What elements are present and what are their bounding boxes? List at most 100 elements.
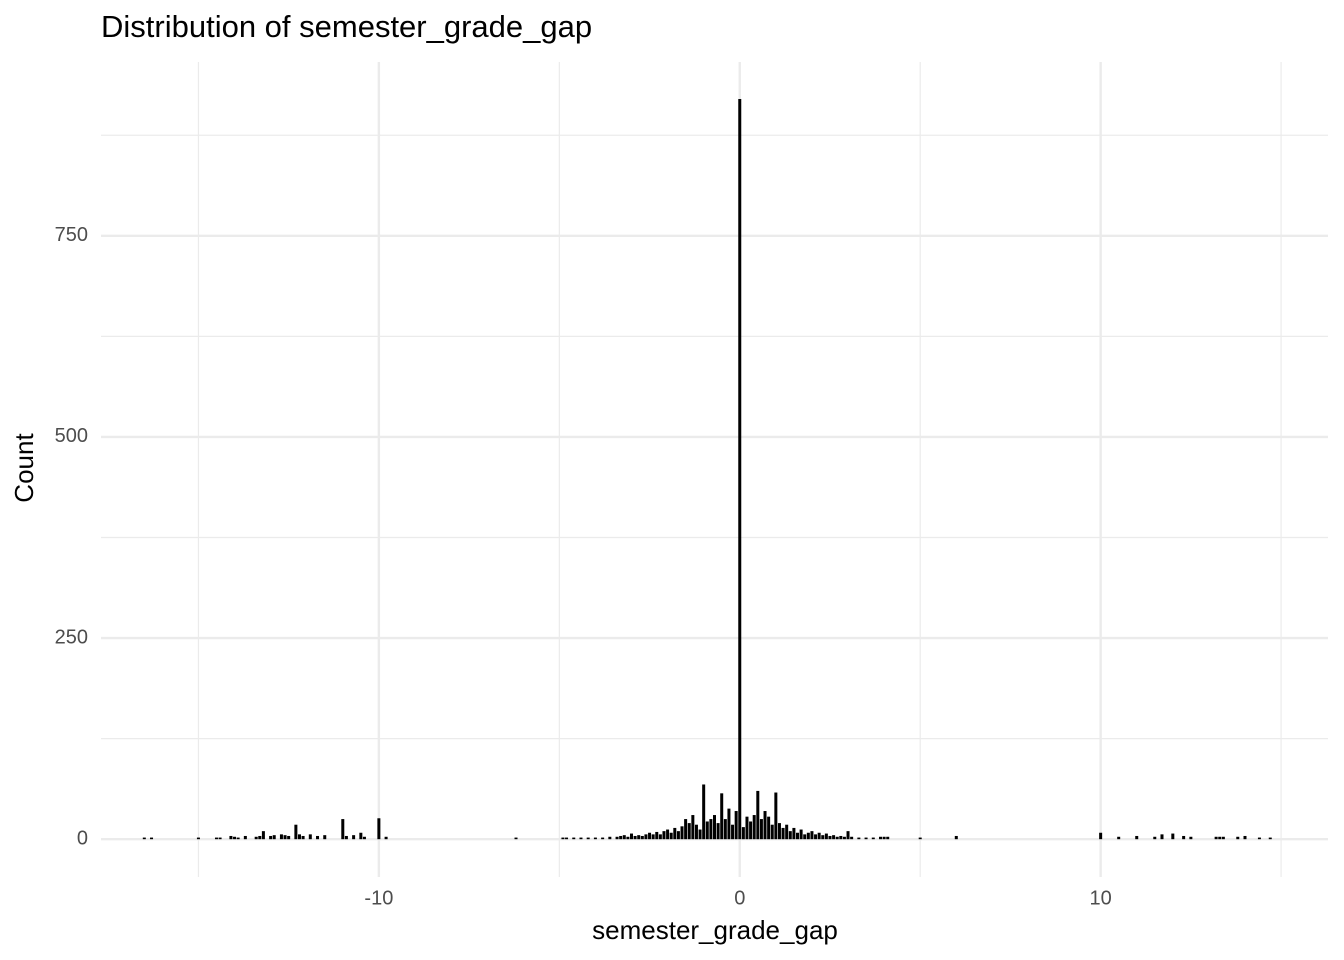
bar (218, 837, 222, 840)
bar (882, 836, 886, 840)
bar (756, 790, 760, 840)
bar (1160, 834, 1164, 840)
bar (1214, 836, 1218, 840)
x-tick-label: -10 (364, 887, 393, 909)
bar (680, 826, 684, 840)
bar (655, 831, 659, 840)
bar (745, 816, 749, 840)
y-tick-label: 750 (55, 224, 88, 246)
bar (806, 832, 810, 840)
bar (734, 811, 738, 840)
bar (142, 837, 146, 840)
bar (738, 99, 742, 840)
bar (777, 823, 781, 840)
bar (258, 835, 262, 840)
bar (651, 834, 655, 840)
bar (586, 837, 590, 840)
bar (626, 836, 630, 840)
bar (579, 837, 583, 840)
bar (741, 827, 745, 840)
bar (763, 811, 767, 840)
bar (871, 837, 875, 840)
bar (698, 829, 702, 840)
bar (287, 835, 291, 840)
bar (1236, 836, 1240, 840)
bar (954, 835, 958, 840)
bar (308, 834, 312, 840)
bar (1221, 836, 1225, 840)
bar (676, 831, 680, 840)
bar (648, 832, 652, 840)
bar (828, 835, 832, 840)
bar (731, 824, 735, 840)
bar (662, 831, 666, 840)
bar (1243, 835, 1247, 840)
y-tick-label: 0 (77, 827, 88, 849)
bar (879, 836, 883, 840)
bar (691, 815, 695, 840)
bar (323, 835, 327, 840)
bar (565, 837, 569, 840)
bar (261, 831, 265, 840)
x-tick-label: 0 (734, 887, 745, 909)
bar (817, 832, 821, 840)
bar (316, 835, 320, 840)
bar (1268, 837, 1272, 840)
bar (799, 829, 803, 840)
bar (301, 835, 305, 840)
bar (1153, 836, 1157, 840)
bar (835, 836, 839, 840)
bar (839, 835, 843, 840)
bar (637, 835, 641, 840)
bar (767, 816, 771, 840)
bar (694, 824, 698, 840)
bar (150, 837, 154, 840)
bar (344, 835, 348, 840)
bar (857, 837, 861, 840)
bar (918, 837, 922, 840)
bar (236, 837, 240, 840)
bar (640, 835, 644, 840)
bar (716, 823, 720, 840)
bar (601, 837, 605, 840)
bar (666, 829, 670, 840)
bar (720, 793, 724, 840)
bar (279, 834, 283, 840)
bar (352, 835, 356, 840)
bar (774, 792, 778, 840)
bar (832, 835, 836, 840)
bar (1257, 837, 1261, 840)
x-tick-label: 10 (1090, 887, 1112, 909)
bar (770, 824, 774, 840)
bar (214, 837, 218, 840)
bar (1189, 836, 1193, 840)
bar (269, 835, 273, 840)
bar (593, 837, 597, 840)
bar (297, 834, 301, 840)
y-axis-title: Count (9, 433, 39, 503)
bar (687, 823, 691, 840)
bar (283, 835, 287, 840)
bar (788, 831, 792, 840)
bar (669, 832, 673, 840)
bar (824, 833, 828, 840)
y-tick-label: 500 (55, 425, 88, 447)
bar (272, 835, 276, 840)
bar (842, 836, 846, 840)
bar (803, 834, 807, 840)
bar (608, 836, 612, 840)
bar (749, 821, 753, 840)
bar (294, 824, 298, 840)
bar (723, 819, 727, 840)
chart-title: Distribution of semester_grade_gap (101, 9, 592, 44)
bar (796, 832, 800, 840)
bar (673, 827, 677, 840)
bar (377, 818, 381, 840)
bar (1099, 832, 1103, 840)
bar (821, 835, 825, 840)
bar (785, 824, 789, 840)
bar (850, 836, 854, 840)
bar (713, 815, 716, 840)
